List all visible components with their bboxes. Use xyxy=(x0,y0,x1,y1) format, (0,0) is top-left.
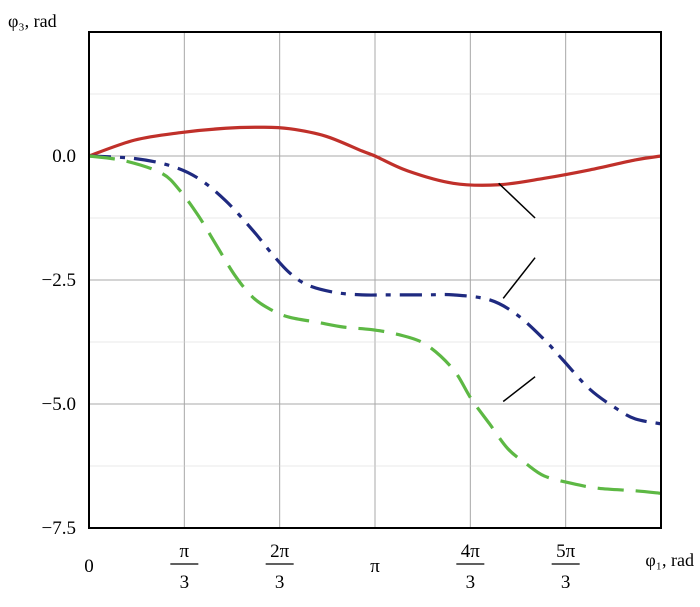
x-tick-label: π xyxy=(370,556,380,577)
leader-lines xyxy=(498,182,536,403)
y-axis-label: φ₃, rad xyxy=(8,11,57,31)
series-layer xyxy=(88,125,662,495)
leader-line-1 xyxy=(498,182,536,219)
y-tick-label: −7.5 xyxy=(42,518,76,539)
x-tick-denominator: 3 xyxy=(180,572,190,593)
x-tick-numerator: 4π xyxy=(461,541,481,562)
plot-frame xyxy=(88,31,662,529)
tick-labels: 0.0 −2.5 −5.0 −7.5 0 π 3 2π 3 π 4π 3 5π 3 xyxy=(42,146,580,593)
y-tick-label: −5.0 xyxy=(42,394,76,415)
x-tick-numerator: π xyxy=(180,541,190,562)
leader-line-3 xyxy=(502,376,536,403)
series-line-1 xyxy=(88,125,662,187)
x-tick-denominator: 3 xyxy=(561,572,571,593)
x-tick-numerator: 2π xyxy=(270,541,290,562)
x-tick-denominator: 3 xyxy=(275,572,285,593)
x-axis-label: φ₁, rad xyxy=(645,550,694,570)
x-tick-numerator: 5π xyxy=(556,541,576,562)
y-tick-label: 0.0 xyxy=(52,146,76,167)
series-line-2 xyxy=(88,154,662,426)
series-line-3 xyxy=(88,154,662,495)
leader-line-2 xyxy=(502,257,536,299)
x-tick-label: 0 xyxy=(84,556,94,577)
grid xyxy=(89,31,661,528)
y-tick-label: −2.5 xyxy=(42,270,76,291)
x-tick-denominator: 3 xyxy=(466,572,476,593)
